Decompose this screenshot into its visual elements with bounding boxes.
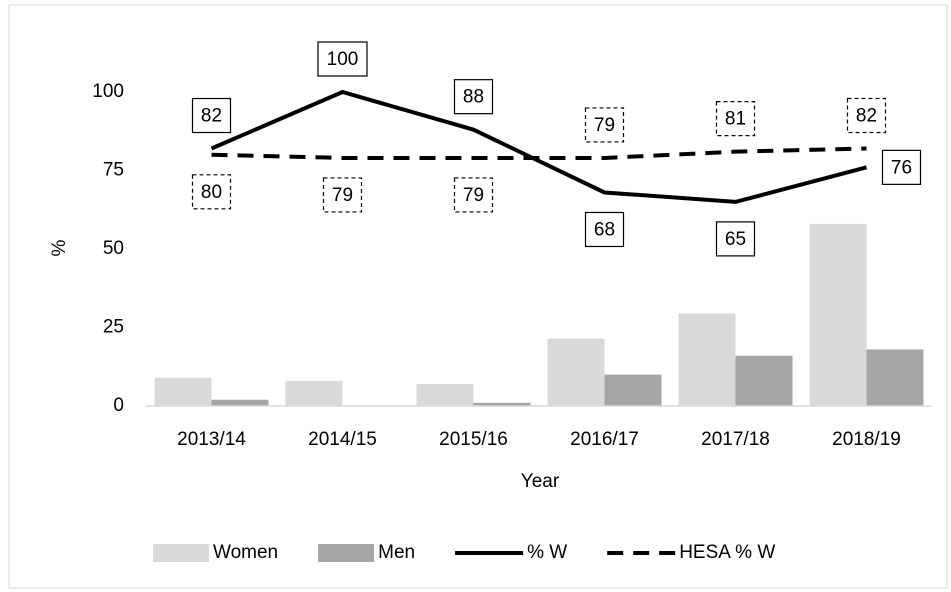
legend-label: Men bbox=[378, 542, 415, 563]
data-label-box bbox=[584, 107, 625, 143]
data-label: 79 bbox=[332, 185, 353, 206]
bar bbox=[211, 399, 269, 406]
bar bbox=[809, 223, 867, 406]
bar bbox=[735, 355, 793, 406]
data-label-box bbox=[453, 79, 494, 115]
bar bbox=[473, 402, 531, 406]
data-label-box bbox=[453, 177, 494, 213]
x-tick-label: 2014/15 bbox=[308, 429, 377, 450]
data-label-box bbox=[191, 174, 232, 210]
x-tick-label: 2015/16 bbox=[439, 429, 508, 450]
data-label-box bbox=[715, 221, 756, 257]
bar bbox=[285, 380, 343, 406]
bar bbox=[604, 374, 662, 406]
data-label: 88 bbox=[463, 87, 484, 108]
data-label: 100 bbox=[327, 49, 359, 70]
y-tick-label: 0 bbox=[113, 395, 124, 416]
legend-swatch bbox=[153, 544, 209, 562]
x-tick-label: 2018/19 bbox=[832, 429, 901, 450]
data-label: 79 bbox=[594, 115, 615, 136]
x-tick-label: 2013/14 bbox=[177, 429, 246, 450]
legend-label: Women bbox=[213, 542, 278, 563]
data-label: 79 bbox=[463, 185, 484, 206]
data-label-box bbox=[715, 101, 756, 137]
y-tick-label: 50 bbox=[103, 238, 124, 259]
legend-label: HESA % W bbox=[679, 542, 775, 563]
data-label: 81 bbox=[725, 109, 746, 130]
data-label-box bbox=[881, 149, 922, 185]
data-label-box bbox=[317, 41, 368, 77]
data-label-box bbox=[584, 211, 625, 248]
y-tick-label: 75 bbox=[103, 160, 124, 181]
data-label: 65 bbox=[725, 229, 746, 250]
y-axis-label: % bbox=[49, 239, 70, 256]
bar bbox=[154, 377, 212, 406]
x-tick-label: 2016/17 bbox=[570, 429, 639, 450]
legend-label: % W bbox=[527, 542, 567, 563]
data-label: 82 bbox=[856, 106, 877, 127]
y-tick-label: 100 bbox=[92, 81, 124, 102]
data-label-box bbox=[322, 177, 363, 213]
line bbox=[211, 146, 867, 160]
data-label-box bbox=[191, 97, 232, 134]
legend-swatch bbox=[318, 544, 375, 562]
data-label: 76 bbox=[891, 157, 912, 178]
y-tick-label: 25 bbox=[103, 317, 124, 338]
bar bbox=[678, 313, 736, 406]
data-label: 82 bbox=[201, 106, 222, 127]
data-label: 68 bbox=[594, 219, 615, 240]
x-axis-label: Year bbox=[521, 471, 560, 492]
bar bbox=[547, 338, 605, 406]
x-tick-label: 2017/18 bbox=[701, 429, 770, 450]
bar bbox=[866, 349, 924, 406]
bar bbox=[416, 384, 474, 406]
line bbox=[210, 89, 868, 204]
data-label-box bbox=[846, 97, 887, 134]
data-label: 80 bbox=[201, 182, 222, 203]
